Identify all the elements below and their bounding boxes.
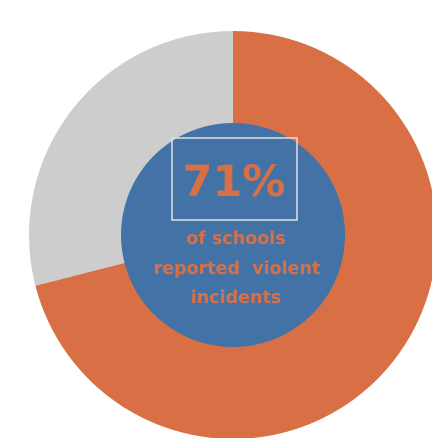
value-frame bbox=[171, 137, 298, 221]
center-caption-line-2: reported violent bbox=[154, 259, 321, 279]
center-disc bbox=[121, 123, 345, 347]
center-caption-line-3: incidents bbox=[191, 288, 281, 308]
center-caption-line-1: of schools bbox=[186, 229, 285, 249]
center-value: 71% bbox=[183, 157, 286, 207]
